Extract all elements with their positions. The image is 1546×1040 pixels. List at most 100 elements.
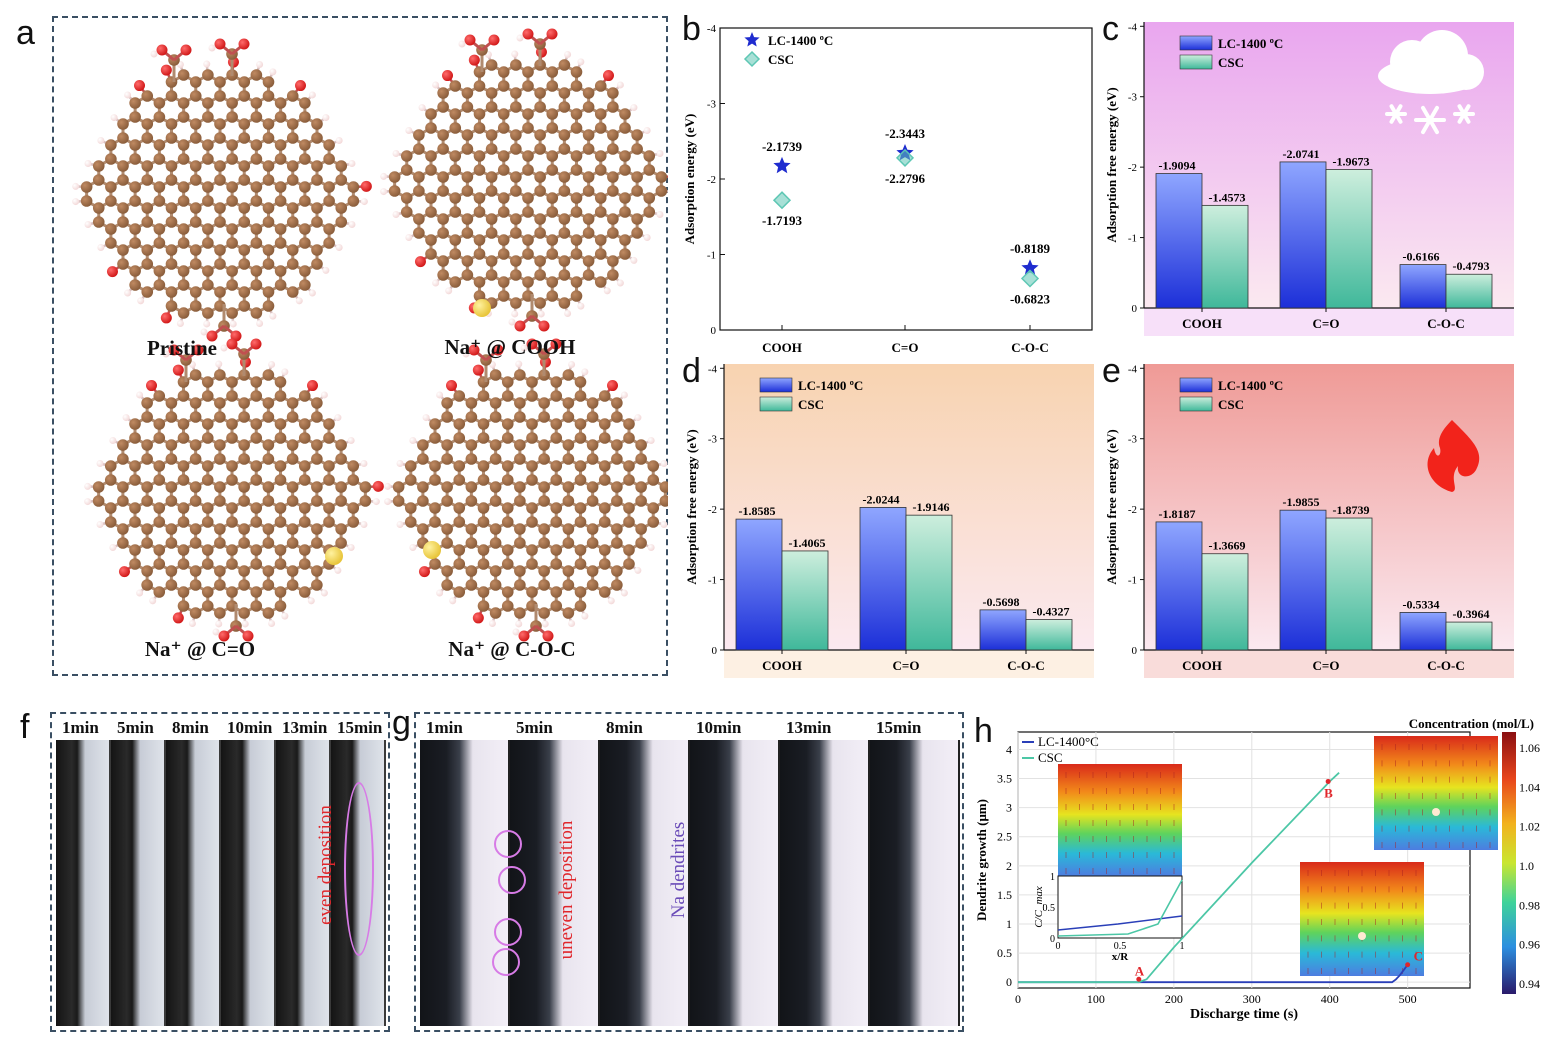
chart-b-point-lc1400 — [1021, 259, 1039, 276]
chart-e-xaxis-band — [1144, 650, 1514, 678]
panel-label-h: h — [974, 712, 993, 750]
chart-d-data-label: -0.5698 — [983, 595, 1020, 609]
chart-h-dendrite-growth: 0 100 200 300 400 50000.511.522.533.54Dischar… — [974, 716, 1540, 1022]
chart-b-data-label-csc: -0.6823 — [1010, 291, 1051, 306]
f-strips-frame-1 — [56, 740, 109, 1026]
chart-h-point-label: C — [1414, 949, 1423, 964]
panel-label-d: d — [682, 352, 701, 390]
chart-e-bar-csc — [1325, 517, 1373, 651]
panel-label-g: g — [392, 704, 411, 742]
chart-h-ytick-label: 2.5 — [997, 830, 1012, 844]
colorbar-tick-label: 0.98 — [1519, 898, 1540, 912]
chart-e-xtick-label: C=O — [1313, 658, 1340, 673]
chart-c-xtick-label: COOH — [1182, 316, 1222, 331]
chart-c-data-label: -1.9673 — [1333, 154, 1370, 168]
chart-b-data-label-csc: -1.7193 — [762, 213, 803, 228]
chart-e-legend-swatch-lc1400 — [1179, 377, 1213, 393]
g-strips-time-label: 15min — [876, 718, 922, 737]
chart-h-xtick-label: 500 — [1399, 992, 1417, 1006]
panel-g-optical-images — [420, 740, 960, 1026]
chart-h-inset-ytick: 1 — [1050, 872, 1055, 883]
caption-na-co: Na⁺ @ C=O — [144, 637, 256, 661]
chart-d-ytick-label: -1 — [708, 575, 717, 587]
f-strips-frame-5 — [276, 740, 329, 1026]
chart-c-bar-csc — [1201, 204, 1249, 309]
f-strips-time-label: 8min — [172, 718, 209, 737]
chart-d-ytick-label: -3 — [708, 434, 718, 446]
colorbar-tick-label: 1.0 — [1519, 859, 1534, 873]
chart-d-ytick-label: 0 — [712, 645, 718, 657]
chart-d-ytick-label: -4 — [708, 363, 718, 375]
f-strips-frame-4 — [221, 740, 274, 1026]
chart-b-legend-csc: CSC — [768, 52, 794, 67]
dendrite-circle-3 — [494, 918, 522, 946]
chart-h-xtick-label: 300 — [1243, 992, 1261, 1006]
chart-d-xtick-label: COOH — [762, 658, 802, 673]
chart-c-ytick-label: -4 — [1128, 21, 1138, 33]
g-strips-frame-5 — [780, 740, 868, 1026]
chart-e-ylabel: Adsorption free energy (eV) — [1104, 429, 1119, 584]
caption-pristine: Pristine — [147, 336, 217, 360]
panel-label-b: b — [682, 10, 701, 48]
chart-b-data-label-lc1400: -2.1739 — [762, 139, 803, 154]
dendrite-circle-2 — [498, 866, 526, 894]
f-strips-time-label: 5min — [117, 718, 154, 737]
chart-d-bar-csc — [1025, 619, 1073, 651]
chart-h-xtick-label: 100 — [1087, 992, 1105, 1006]
colorbar-tick-label: 1.06 — [1519, 741, 1540, 755]
chart-h-ytick-label: 2 — [1006, 859, 1012, 873]
chart-d-bar-lc1400 — [979, 609, 1027, 651]
chart-d-bar-csc — [905, 514, 953, 651]
chart-c-bar-csc — [1325, 169, 1373, 309]
chart-e-ytick-label: -4 — [1128, 363, 1138, 375]
chart-h-ytick-label: 1 — [1006, 917, 1012, 931]
chart-b-data-label-lc1400: -2.3443 — [885, 126, 926, 141]
chart-e-data-label: -1.8739 — [1333, 503, 1370, 517]
chart-c-data-label: -1.4573 — [1209, 190, 1246, 204]
chart-b-ytick-label: -4 — [707, 23, 717, 35]
chart-d-xaxis-band — [724, 650, 1094, 678]
chart-c-legend-csc: CSC — [1218, 55, 1244, 70]
colorbar-tick-label: 0.96 — [1519, 938, 1540, 952]
chart-c-data-label: -0.4793 — [1453, 259, 1490, 273]
g-strips-time-label: 1min — [426, 718, 463, 737]
chart-b-ylabel: Adsorption energy (eV) — [682, 114, 697, 245]
chart-c-legend-lc1400: LC-1400 ºC — [1218, 36, 1283, 51]
chart-d-legend-csc: CSC — [798, 397, 824, 412]
f-strips-frame-2 — [111, 740, 164, 1026]
chart-e-xtick-label: COOH — [1182, 658, 1222, 673]
chart-h-point-marker — [1405, 962, 1411, 968]
chart-h-inset-ytick: 0 — [1050, 934, 1055, 945]
chart-h-legend-label: LC-1400°C — [1038, 734, 1099, 749]
chart-e-data-label: -0.5334 — [1403, 597, 1440, 611]
panel-label-a: a — [16, 14, 35, 52]
chart-h-ytick-label: 0.5 — [997, 946, 1012, 960]
chart-h-ytick-label: 3.5 — [997, 772, 1012, 786]
chart-e-xtick-label: C-O-C — [1427, 658, 1465, 673]
uneven-deposition-label: uneven deposition — [556, 820, 577, 960]
g-strips-time-label: 13min — [786, 718, 832, 737]
chart-d-legend-swatch-lc1400 — [759, 377, 793, 393]
chart-h-xtick-label: 200 — [1165, 992, 1183, 1006]
chart-d-bar-lc1400 — [735, 518, 783, 651]
chart-h-inset-xtick: 1 — [1180, 941, 1185, 952]
chart-c-bar-lc1400 — [1155, 173, 1203, 309]
chart-h-point-label: B — [1324, 785, 1333, 800]
chart-b-legend-lc1400: LC-1400 ºC — [768, 33, 833, 48]
molecule-na-co — [84, 338, 384, 642]
f-strips-time-label: 13min — [282, 718, 328, 737]
chart-c-bar-csc — [1445, 273, 1493, 309]
g-strips-frame-4 — [690, 740, 778, 1026]
chart-c-bar-lc1400 — [1399, 264, 1447, 309]
even-deposition-ellipse — [344, 782, 374, 956]
chart-b-point-csc — [1020, 269, 1040, 288]
chart-b-data-label-lc1400: -0.8189 — [1010, 241, 1051, 256]
chart-b-ytick-label: -2 — [707, 174, 716, 186]
chart-h-inset-ytick: 0.5 — [1043, 903, 1056, 914]
chart-h-ytick-label: 3 — [1006, 801, 1012, 815]
chart-e-bar-csc — [1201, 553, 1249, 651]
chart-b-ytick-label: 0 — [711, 325, 717, 337]
chart-b-point-lc1400 — [773, 156, 791, 174]
chart-d-bar-lc1400 — [859, 507, 907, 651]
chart-c-xtick-label: C=O — [1313, 316, 1340, 331]
